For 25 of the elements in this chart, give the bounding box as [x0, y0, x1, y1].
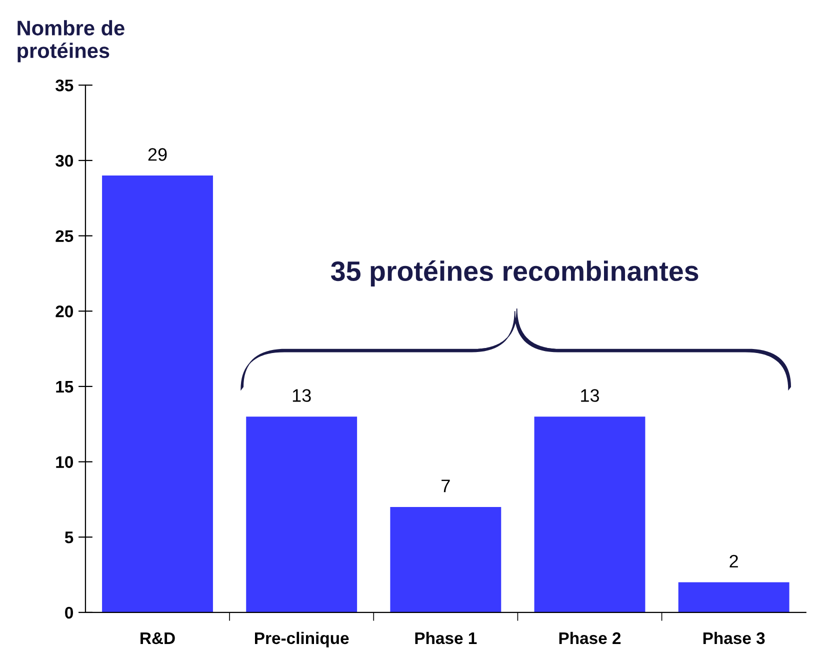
- y-tick-label: 5: [64, 532, 74, 544]
- x-tick-label: Phase 3: [703, 632, 765, 644]
- data-label: 13: [292, 389, 311, 402]
- data-label: 2: [730, 554, 738, 568]
- annotation: 35 protéines recombinantes: [331, 260, 698, 287]
- y-tick-label: 20: [56, 306, 73, 318]
- y-tick-label: 30: [56, 154, 73, 167]
- bar: [678, 582, 790, 612]
- bar: [534, 416, 646, 612]
- x-tick-label: Pre-clinique: [255, 632, 349, 648]
- y-tick-label: 10: [56, 456, 73, 468]
- x-tick-label: R&D: [140, 632, 175, 644]
- y-axis-title: Nombre de protéines: [18, 20, 124, 62]
- bar: [102, 176, 213, 612]
- data-label: 7: [442, 480, 450, 492]
- y-tick-label: 35: [56, 80, 74, 92]
- bar: [390, 506, 502, 612]
- x-tick-label: Phase 1: [415, 632, 477, 644]
- x-tick-label: Phase 2: [559, 632, 621, 644]
- data-label: 29: [148, 148, 167, 161]
- data-label: 13: [581, 389, 599, 402]
- y-tick-label: 0: [65, 606, 73, 619]
- y-tick-label: 25: [56, 230, 74, 242]
- y-tick-label: 15: [56, 381, 74, 393]
- bar: [246, 416, 358, 612]
